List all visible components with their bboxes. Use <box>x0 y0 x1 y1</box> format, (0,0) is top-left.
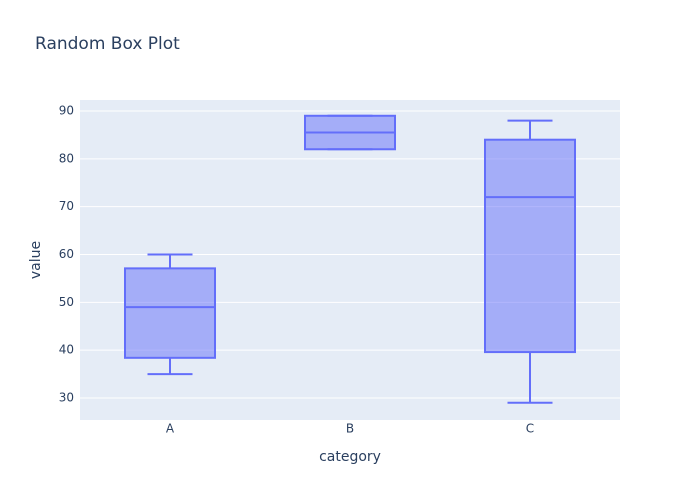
y-tick-label: 40 <box>59 343 74 357</box>
y-tick-label: 70 <box>59 199 74 213</box>
y-tick-label: 80 <box>59 151 74 165</box>
y-tick-label: 30 <box>59 390 74 404</box>
y-tick-label: 90 <box>59 104 74 118</box>
x-axis-title: category <box>319 449 381 465</box>
box <box>484 138 576 354</box>
y-axis-title: value <box>28 241 44 279</box>
x-tick-label: A <box>166 422 175 436</box>
y-tick-label: 60 <box>59 247 74 261</box>
box <box>124 267 216 359</box>
chart-title: Random Box Plot <box>35 34 180 54</box>
x-tick-label: C <box>526 422 534 436</box>
y-tick-label: 50 <box>59 295 74 309</box>
x-tick-label: B <box>346 422 354 436</box>
